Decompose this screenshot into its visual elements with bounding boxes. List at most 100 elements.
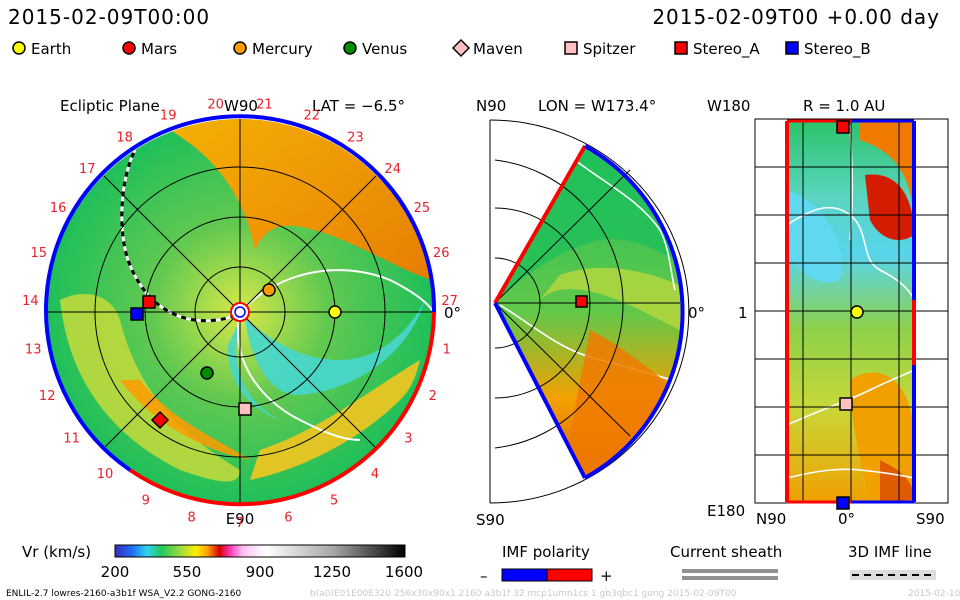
mercury-marker bbox=[262, 283, 276, 297]
imf-line-label: 3D IMF line bbox=[848, 543, 932, 561]
carrington-label: 11 bbox=[63, 431, 80, 446]
carrington-label: 19 bbox=[160, 109, 177, 124]
carrington-label: 20 bbox=[207, 97, 224, 112]
carrington-label: 9 bbox=[142, 494, 150, 509]
carrington-label: 4 bbox=[371, 467, 379, 482]
carrington-label: 1 bbox=[443, 343, 451, 358]
meridional-velocity-map bbox=[495, 146, 683, 478]
footer-faint-right: 2015-02-10 bbox=[908, 589, 960, 599]
meridional-outer-arc bbox=[489, 119, 690, 504]
stereo-a-marker bbox=[836, 120, 850, 134]
venus-marker bbox=[200, 366, 214, 380]
maven-marker-icon bbox=[451, 38, 471, 58]
ecliptic-top-label: W90 bbox=[224, 97, 258, 115]
colorbar-tick: 900 bbox=[246, 563, 275, 581]
carrington-label: 27 bbox=[441, 294, 458, 309]
grid-ring bbox=[494, 159, 624, 449]
carrington-label: 14 bbox=[22, 294, 39, 309]
radial-bottom-right: S90 bbox=[916, 510, 945, 528]
time-left: 2015-02-09T00:00 bbox=[8, 5, 210, 29]
wedge-border-south bbox=[493, 302, 587, 479]
stereo-a-marker-icon bbox=[674, 41, 688, 55]
meridional-lon-label: LON = W173.4° bbox=[538, 97, 656, 115]
legend-label: Mercury bbox=[252, 40, 313, 58]
ecliptic-panel: Ecliptic Plane W90 LAT = −6.5° bbox=[22, 97, 461, 531]
meridional-zero-label: 0° bbox=[688, 304, 705, 322]
legend-item-mars: Mars bbox=[122, 40, 177, 58]
carrington-label: 24 bbox=[384, 162, 401, 177]
imf-negative-swatch bbox=[501, 568, 548, 582]
stereo-a-marker bbox=[575, 295, 588, 308]
wedge-outer-rim bbox=[584, 144, 685, 480]
carrington-label: 6 bbox=[284, 510, 292, 525]
meridional-bottom-label: S90 bbox=[476, 511, 505, 529]
colorbar: Vr (km/s) 200 550 900 1250 1600 bbox=[22, 543, 423, 581]
current-sheath-label: Current sheath bbox=[670, 543, 782, 561]
legend-label: Stereo_A bbox=[693, 40, 760, 59]
legend-label: Spitzer bbox=[583, 40, 636, 58]
stereo-b-marker bbox=[836, 496, 850, 510]
legend-item-venus: Venus bbox=[343, 40, 407, 58]
footer-model: ENLIL-2.7 lowres-2160-a3b1f WSA_V2.2 GON… bbox=[6, 589, 242, 599]
sun-core bbox=[234, 306, 246, 318]
imf-plus: + bbox=[600, 567, 613, 585]
colorbar-tick: 200 bbox=[101, 563, 130, 581]
legend-label: Maven bbox=[473, 40, 523, 58]
venus-marker-icon bbox=[343, 41, 357, 55]
carrington-label: 5 bbox=[330, 494, 338, 509]
imf-line-legend: 3D IMF line bbox=[848, 543, 936, 580]
legend-item-spitzer: Spitzer bbox=[564, 40, 636, 58]
colorbar-ramp bbox=[114, 544, 406, 558]
earth-marker-icon bbox=[12, 41, 26, 55]
carrington-label: 18 bbox=[116, 131, 133, 146]
radial-left-mid: 1 bbox=[738, 304, 748, 322]
meridional-top-label: N90 bbox=[476, 97, 506, 115]
legend-item-mercury: Mercury bbox=[233, 40, 313, 58]
radial-left-top: W180 bbox=[707, 97, 750, 115]
stereo-a-marker bbox=[142, 295, 156, 309]
wedge-border-north bbox=[493, 145, 587, 304]
earth-marker bbox=[850, 305, 864, 319]
carrington-label: 17 bbox=[79, 162, 96, 177]
outer-rim-stereo-a bbox=[128, 311, 436, 507]
stereo-b-marker-icon bbox=[785, 41, 799, 55]
grid-spoke bbox=[494, 169, 631, 304]
spitzer-marker bbox=[238, 402, 252, 416]
radial-r-label: R = 1.0 AU bbox=[803, 97, 885, 115]
footer-faint: b(a0)E01E00E320 256x30x90x1 2160 a3b1f 3… bbox=[310, 589, 737, 599]
colorbar-tick: 550 bbox=[173, 563, 202, 581]
colorbar-tick: 1250 bbox=[313, 563, 351, 581]
radial-bottom-mid: 0° bbox=[838, 510, 855, 528]
ecliptic-zero-label: 0° bbox=[444, 304, 461, 322]
imf-polarity-legend: IMF polarity – + bbox=[480, 543, 613, 585]
maven-marker bbox=[150, 410, 170, 430]
mars-marker-icon bbox=[122, 41, 136, 55]
ecliptic-bottom-label: E90 bbox=[226, 510, 255, 528]
ecliptic-lat-label: LAT = −6.5° bbox=[312, 97, 405, 115]
carrington-label: 16 bbox=[50, 201, 67, 216]
time-right: 2015-02-09T00 +0.00 day bbox=[652, 5, 940, 29]
carrington-label: 26 bbox=[433, 246, 450, 261]
carrington-label: 3 bbox=[404, 431, 412, 446]
legend-label: Mars bbox=[141, 40, 177, 58]
legend-label: Earth bbox=[31, 40, 71, 58]
carrington-label: 15 bbox=[31, 246, 48, 261]
imf-polarity-label: IMF polarity bbox=[502, 543, 590, 561]
imf-positive-swatch bbox=[546, 568, 593, 582]
legend-item-maven: Maven bbox=[451, 38, 523, 58]
carrington-label: 22 bbox=[304, 109, 321, 124]
carrington-label: 13 bbox=[25, 343, 42, 358]
grid-spoke bbox=[494, 302, 631, 437]
outer-rim-stereo-b bbox=[44, 114, 437, 472]
current-sheath-legend: Current sheath bbox=[670, 543, 782, 580]
earth-marker bbox=[328, 305, 342, 319]
carrington-label: 25 bbox=[414, 201, 431, 216]
spitzer-marker-icon bbox=[564, 41, 578, 55]
legend-item-stereo-b: Stereo_B bbox=[785, 40, 871, 59]
meridional-panel: N90 LON = W173.4° S90 0° bbox=[476, 97, 705, 529]
ecliptic-title: Ecliptic Plane bbox=[60, 97, 160, 115]
spitzer-marker bbox=[839, 397, 853, 411]
radial-left-bottom: E180 bbox=[707, 502, 745, 520]
carrington-label: 12 bbox=[39, 389, 56, 404]
